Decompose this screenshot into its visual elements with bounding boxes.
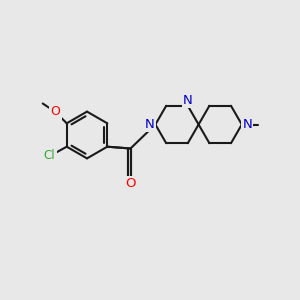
Text: O: O — [50, 105, 60, 119]
Text: O: O — [125, 177, 136, 190]
Text: N: N — [242, 118, 252, 131]
Text: N: N — [145, 118, 155, 131]
Text: Cl: Cl — [44, 149, 56, 162]
Text: O: O — [126, 177, 135, 190]
Text: N: N — [183, 94, 193, 107]
